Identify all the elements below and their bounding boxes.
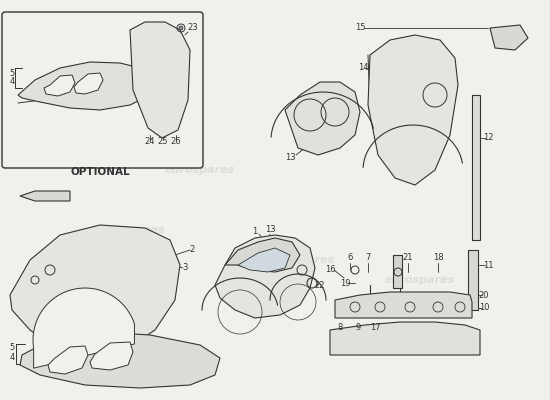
Text: eurospares: eurospares <box>165 165 235 175</box>
Polygon shape <box>90 342 133 370</box>
Text: 20: 20 <box>478 290 490 300</box>
Text: 14: 14 <box>358 64 368 72</box>
FancyBboxPatch shape <box>2 12 203 168</box>
Polygon shape <box>330 322 480 355</box>
Text: 13: 13 <box>265 226 276 234</box>
Text: 11: 11 <box>483 260 493 270</box>
Text: 22: 22 <box>315 280 325 290</box>
Polygon shape <box>225 238 300 272</box>
Text: 4: 4 <box>9 354 15 362</box>
Text: 18: 18 <box>433 254 443 262</box>
Text: 9: 9 <box>355 324 361 332</box>
Text: 1: 1 <box>252 228 257 236</box>
Text: 13: 13 <box>285 152 295 162</box>
Text: eurospares: eurospares <box>385 275 455 285</box>
Text: 7: 7 <box>365 254 371 262</box>
Text: 2: 2 <box>189 246 195 254</box>
Polygon shape <box>472 95 480 240</box>
Polygon shape <box>238 248 290 272</box>
Polygon shape <box>130 22 190 138</box>
Text: 3: 3 <box>182 264 188 272</box>
Polygon shape <box>20 332 220 388</box>
Text: 15: 15 <box>355 24 365 32</box>
Circle shape <box>179 26 183 30</box>
Polygon shape <box>335 292 472 318</box>
Polygon shape <box>48 346 88 374</box>
Polygon shape <box>44 75 75 96</box>
Polygon shape <box>10 225 180 355</box>
Polygon shape <box>393 255 402 288</box>
Text: 26: 26 <box>170 138 182 146</box>
Polygon shape <box>33 288 134 368</box>
Text: 17: 17 <box>370 324 380 332</box>
Polygon shape <box>490 25 528 50</box>
Text: 8: 8 <box>337 324 343 332</box>
Text: 10: 10 <box>478 304 490 312</box>
Text: 21: 21 <box>403 254 413 262</box>
Text: 6: 6 <box>347 254 353 262</box>
Polygon shape <box>215 235 315 318</box>
Polygon shape <box>18 62 155 110</box>
Text: 25: 25 <box>158 138 168 146</box>
Polygon shape <box>285 82 360 155</box>
Text: eurospares: eurospares <box>265 255 335 265</box>
Text: 4: 4 <box>9 78 15 86</box>
Polygon shape <box>74 73 103 94</box>
Text: 12: 12 <box>483 134 493 142</box>
Text: 24: 24 <box>145 138 155 146</box>
Text: eurospares: eurospares <box>95 225 165 235</box>
Polygon shape <box>368 35 458 185</box>
Polygon shape <box>468 250 478 310</box>
Text: 16: 16 <box>324 266 336 274</box>
Text: 5: 5 <box>9 68 15 78</box>
Text: 23: 23 <box>188 24 199 32</box>
Text: 5: 5 <box>9 344 15 352</box>
Text: OPTIONAL: OPTIONAL <box>70 167 130 177</box>
Text: 19: 19 <box>340 278 350 288</box>
Polygon shape <box>20 191 70 201</box>
